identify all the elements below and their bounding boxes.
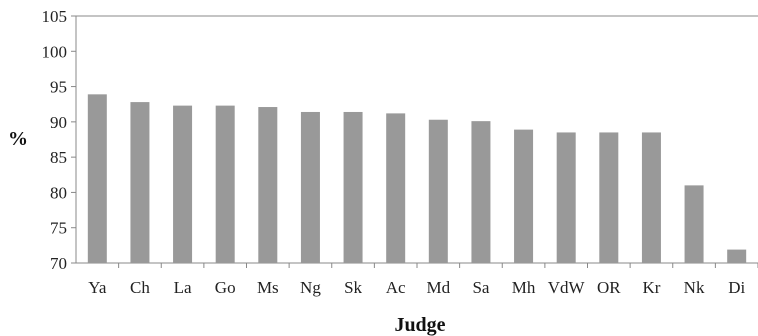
x-tick-label-or: OR <box>597 278 621 297</box>
bar-nk <box>684 185 704 263</box>
x-tick-label-sa: Sa <box>472 278 489 297</box>
x-tick-label-ch: Ch <box>130 278 150 297</box>
bars <box>87 94 747 264</box>
x-axis-ticks: Ya Ch La Go Ms Ng Sk Ac Md Sa Mh VdW OR Kr Nk Di <box>88 263 758 297</box>
y-tick-label: 95 <box>50 78 67 97</box>
bar-ms <box>258 107 278 263</box>
x-tick-label-di: Di <box>728 278 745 297</box>
x-tick-label-vdw: VdW <box>548 278 586 297</box>
y-tick-label: 90 <box>50 113 67 132</box>
bar-vdw <box>556 132 576 263</box>
y-axis-title: % <box>8 128 28 150</box>
bar-go <box>215 105 235 263</box>
x-tick-label-ms: Ms <box>257 278 279 297</box>
bar-sk <box>343 111 363 263</box>
x-tick-label-mh: Mh <box>512 278 536 297</box>
x-axis-title: Judge <box>394 314 445 336</box>
y-tick-label: 75 <box>50 219 67 238</box>
x-tick-label-md: Md <box>427 278 451 297</box>
y-tick-label: 105 <box>42 7 68 26</box>
bar-ch <box>130 102 150 264</box>
bar-mh <box>514 129 534 263</box>
x-tick-label-ya: Ya <box>88 278 107 297</box>
x-tick-label-nk: Nk <box>684 278 705 297</box>
x-tick-label-la: La <box>174 278 192 297</box>
x-tick-label-ac: Ac <box>386 278 406 297</box>
y-axis-ticks: 70 75 80 85 90 95 100 105 <box>42 7 76 273</box>
bar-kr <box>641 132 661 263</box>
x-tick-label-ng: Ng <box>300 278 321 297</box>
y-tick-label: 85 <box>50 148 67 167</box>
y-tick-label: 80 <box>50 183 67 202</box>
x-tick-label-go: Go <box>215 278 236 297</box>
bar-md <box>428 119 448 264</box>
bar-di <box>727 249 747 263</box>
bar-sa <box>471 121 491 263</box>
y-tick-label: 100 <box>42 42 68 61</box>
bar-ac <box>386 113 406 263</box>
bar-ng <box>300 111 320 263</box>
bar-ya <box>87 94 107 263</box>
bar-la <box>173 105 193 263</box>
x-tick-label-sk: Sk <box>344 278 362 297</box>
y-tick-label: 70 <box>50 254 67 273</box>
x-tick-label-kr: Kr <box>642 278 660 297</box>
bar-or <box>599 132 619 263</box>
